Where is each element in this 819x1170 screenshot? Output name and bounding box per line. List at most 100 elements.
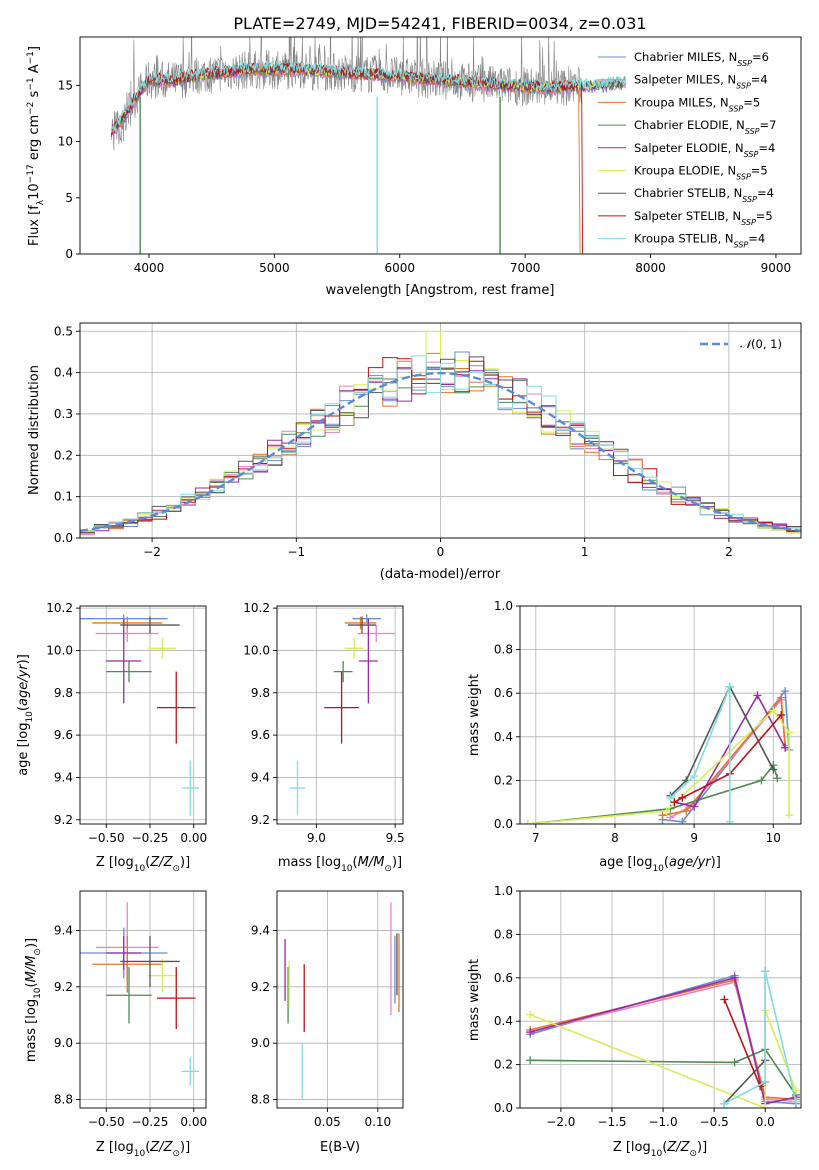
y-tick-label: 9.6 [54,728,73,742]
errorbar-kroupa_elodie [344,637,364,659]
y-tick-label: 9.4 [251,770,270,784]
y-tick-label: 0 [65,247,73,261]
weight-marker-salpeter_elodie [690,802,699,811]
axes-frame: −2 −1 0 1 2 0.0 0.1 0.2 0.3 0.4 0.5 [54,322,802,559]
x-tick-label: 2 [725,545,733,559]
weight-marker-kroupa_elodie [785,811,794,820]
errorbar-chabrier_elodie [106,967,152,1024]
y-tick-label: 8.8 [251,1093,270,1107]
x-tick-label: −1 [287,545,305,559]
y-tick-label: 5 [65,191,73,205]
x-tick-label: −0.5 [700,1115,729,1129]
y-tick-label: 9.2 [251,813,270,827]
errorbar-kroupa_stelib [181,760,199,816]
spectrum-legend: Chabrier MILES, NSSP=6 Salpeter MILES, NS… [598,50,776,249]
legend-entry: Chabrier ELODIE, NSSP=7 [634,118,776,136]
plot-area [526,967,800,1108]
weight-marker-salpeter_elodie [753,691,762,700]
weight-marker-kroupa_elodie [526,1010,535,1019]
weight-vs-age-panel: 7 8 9 10 0.0 0.2 0.4 0.6 0.8 1.0 age [log10(age/yr… [467,599,802,874]
legend-entry: Chabrier MILES, NSSP=6 [634,50,769,68]
x-tick-label: −1.0 [648,1115,677,1129]
x-axis-label: wavelength [Angstrom, rest frame] [326,283,555,298]
x-axis-label: age [log10(age/yr)] [599,855,721,874]
x-tick-label: 1 [581,545,589,559]
weight-line-chabrier_elodie [527,763,779,824]
weight-line-kroupa_elodie [527,709,790,824]
errorbar-kroupa_elodie [148,637,177,659]
legend-entry: Kroupa STELIB, NSSP=4 [634,232,765,250]
x-tick-label: 0.00 [180,1115,207,1129]
x-tick-label: −2 [143,545,161,559]
weight-marker-kroupa_elodie [769,706,778,715]
residual-histogram-panel: −2 −1 0 1 2 0.0 0.1 0.2 0.3 0.4 0.5 (data-model)/er… [27,322,802,582]
y-tick-label: 10 [58,135,73,149]
spectrum-panel: 4000 5000 6000 7000 8000 9000 0 5 10 15 wavelength… [26,36,802,298]
y-tick-label: 9.2 [54,813,73,827]
y-tick-label: 0.2 [494,773,513,787]
y-tick-label: 9.0 [251,1036,270,1050]
legend-entry: Chabrier STELIB, NSSP=4 [634,186,774,204]
x-tick-label: −1.5 [597,1115,626,1129]
legend-entry: Salpeter ELODIE, NSSP=4 [634,141,775,159]
axes-frame: 4000 5000 6000 7000 8000 9000 0 5 10 15 [58,36,802,275]
histogram-kroupa_stelib [80,355,801,532]
weight-line-chabrier_stelib [669,684,775,797]
weight-marker-chabrier_stelib [769,765,778,774]
weight-marker-kroupa_stelib [761,967,770,976]
weight-marker-chabrier_elodie [730,1058,739,1067]
y-tick-label: 0.4 [494,730,513,744]
x-tick-label: 0.00 [180,831,207,845]
y-axis-label: mass [log10(M/M⊙)] [24,938,43,1062]
weight-marker-kroupa_stelib [725,682,734,691]
weight-line-chabrier_elodie [530,1048,797,1096]
y-tick-label: 0.0 [54,531,73,545]
errorbar-salpeter_elodie [106,936,142,970]
axes-box [79,36,802,255]
weight-marker-chabrier_elodie [526,1056,535,1065]
weight-marker-salpeter_elodie [730,973,739,982]
y-tick-label: 8.8 [54,1093,73,1107]
errorbar-salpeter_elodie [358,618,378,704]
normal-curve [80,371,801,532]
legend-entry: Salpeter MILES, NSSP=4 [634,73,768,91]
weight-marker-salpeter_elodie [526,1028,535,1037]
axes-frame: 7 8 9 10 0.0 0.2 0.4 0.6 0.8 1.0 [494,599,802,845]
weight-marker-kroupa_elodie [662,806,671,815]
weight-line-kroupa_miles [662,695,786,817]
axes-frame: −0.50 −0.25 0.00 9.2 9.4 9.6 9.8 10.0 10.2 [46,601,207,845]
y-tick-label: 0.4 [494,1014,513,1028]
weight-marker-kroupa_miles [777,693,786,702]
x-tick-label: 9 [690,831,698,845]
y-tick-label: 9.8 [54,686,73,700]
age-vs-metallicity-panel: −0.50 −0.25 0.00 9.2 9.4 9.6 9.8 10.0 10.2 Z [log… [16,601,207,874]
y-tick-label: 0.6 [494,686,513,700]
weight-marker-kroupa_stelib [720,1099,729,1108]
mass-vs-extinction-panel: 0.05 0.10 8.8 9.0 9.2 9.4 E(B-V) [251,890,404,1155]
y-tick-label: 10.2 [243,601,270,615]
legend-entry: Kroupa ELODIE, NSSP=5 [634,164,768,182]
y-tick-label: 1.0 [494,599,513,613]
weight-line-salpeter_elodie [674,693,786,808]
plot-area [284,902,400,1100]
errorbar-kroupa_stelib [181,1057,199,1086]
y-tick-label: 0.2 [494,1058,513,1072]
plot-area [523,682,794,824]
legend-entry: 𝒩(0, 1) [740,337,782,351]
x-tick-label: 6000 [384,261,415,275]
y-tick-label: 9.8 [251,686,270,700]
plot-area [80,902,199,1086]
y-tick-label: 0.1 [54,490,73,504]
y-axis-label: age [log10(age/yr)] [16,654,35,776]
y-tick-label: 0.0 [494,817,513,831]
legend-entry: Salpeter STELIB, NSSP=5 [634,209,773,227]
x-tick-label: 9.0 [307,831,326,845]
y-tick-label: 0.0 [494,1101,513,1115]
plot-area [80,614,199,816]
figure-title: PLATE=2749, MJD=54241, FIBERID=0034, z=0… [233,14,646,33]
errorbar-chabrier_elodie [333,661,353,683]
y-axis-label: Normed distribution [27,365,42,495]
x-tick-label: −0.25 [132,831,169,845]
errorbar-kroupa_elodie [148,958,177,993]
x-tick-label: 0.0 [756,1115,775,1129]
